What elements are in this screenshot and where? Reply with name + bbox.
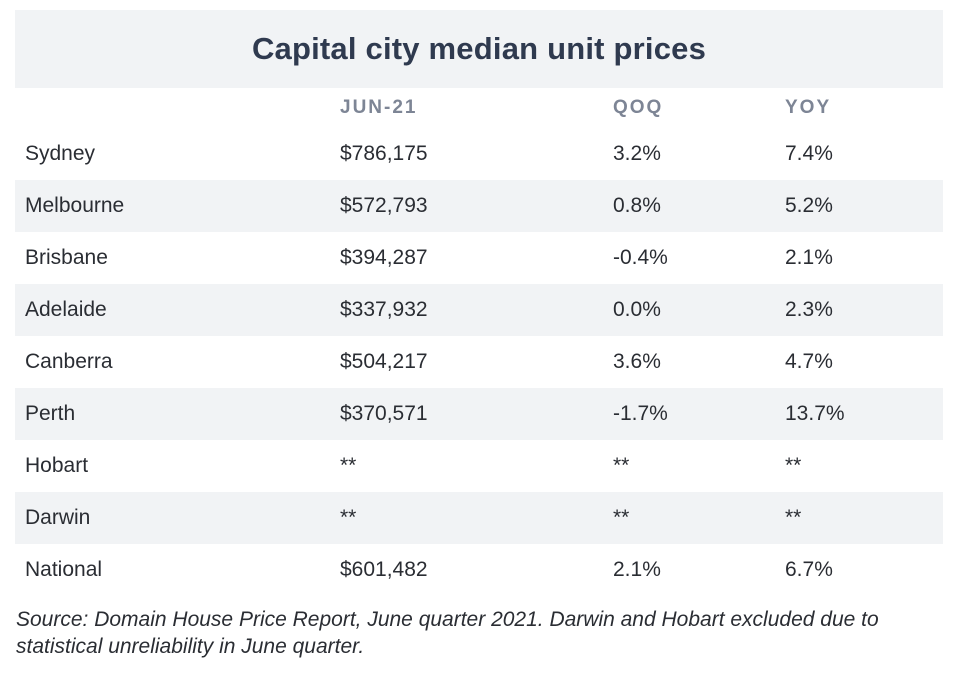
city-cell: Perth: [25, 402, 76, 425]
city-cell: Melbourne: [25, 194, 125, 217]
price-cell: $370,571: [340, 402, 428, 425]
yoy-cell: 13.7%: [785, 402, 845, 425]
city-cell: Hobart: [25, 454, 89, 477]
city-cell: National: [25, 558, 103, 581]
price-cell: $337,932: [340, 298, 428, 321]
yoy-cell: 4.7%: [785, 350, 833, 373]
price-cell: $394,287: [340, 246, 428, 269]
yoy-cell: 2.3%: [785, 298, 833, 321]
yoy-cell: **: [785, 506, 802, 529]
city-cell: Adelaide: [25, 298, 107, 321]
yoy-cell: **: [785, 454, 802, 477]
table-row-melbourne: Melbourne $572,793 0.8% 5.2%: [15, 180, 943, 232]
table-row-adelaide: Adelaide $337,932 0.0% 2.3%: [15, 284, 943, 336]
qoq-cell: 0.8%: [613, 194, 661, 217]
city-cell: Sydney: [25, 142, 96, 165]
table-row-brisbane: Brisbane $394,287 -0.4% 2.1%: [15, 232, 943, 284]
table-row-hobart: Hobart ** ** **: [15, 440, 943, 492]
header-jun-21: JUN-21: [340, 97, 418, 118]
city-cell: Brisbane: [25, 246, 108, 269]
table-row-sydney: Sydney $786,175 3.2% 7.4%: [15, 128, 943, 180]
qoq-cell: 0.0%: [613, 298, 661, 321]
price-table: Capital city median unit prices JUN-21 Q…: [15, 10, 943, 596]
yoy-cell: 7.4%: [785, 142, 833, 165]
qoq-cell: -1.7%: [613, 402, 668, 425]
yoy-cell: 5.2%: [785, 194, 833, 217]
qoq-cell: 2.1%: [613, 558, 661, 581]
yoy-cell: 2.1%: [785, 246, 833, 269]
table-row-canberra: Canberra $504,217 3.6% 4.7%: [15, 336, 943, 388]
price-cell: $601,482: [340, 558, 428, 581]
table-title: Capital city median unit prices: [251, 31, 707, 66]
header-qoq: QOQ: [613, 97, 664, 118]
city-cell: Darwin: [25, 506, 91, 529]
price-cell: $504,217: [340, 350, 428, 373]
qoq-cell: -0.4%: [613, 246, 668, 269]
qoq-cell: 3.2%: [613, 142, 661, 165]
table-row-national: National $601,482 2.1% 6.7%: [15, 544, 943, 596]
price-cell: **: [340, 454, 357, 477]
qoq-cell: 3.6%: [613, 350, 661, 373]
yoy-cell: 6.7%: [785, 558, 833, 581]
source-caption: Source: Domain House Price Report, June …: [16, 608, 879, 658]
price-cell: **: [340, 506, 357, 529]
table-row-darwin: Darwin ** ** **: [15, 492, 943, 544]
price-cell: $786,175: [340, 142, 428, 165]
table-header-row: JUN-21 QOQ YOY: [15, 88, 943, 128]
city-cell: Canberra: [25, 350, 113, 373]
table-row-perth: Perth $370,571 -1.7% 13.7%: [15, 388, 943, 440]
price-cell: $572,793: [340, 194, 428, 217]
qoq-cell: **: [613, 506, 630, 529]
table-title-bar: Capital city median unit prices: [15, 10, 943, 88]
qoq-cell: **: [613, 454, 630, 477]
header-yoy: YOY: [785, 97, 832, 118]
